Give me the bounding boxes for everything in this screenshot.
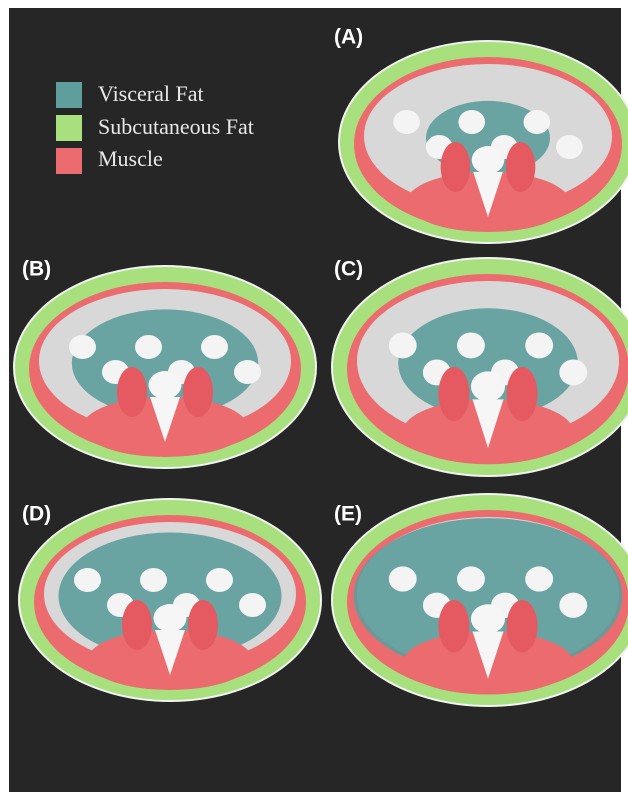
panel-label: (E) xyxy=(334,503,362,526)
vertebra xyxy=(470,371,506,402)
psoas xyxy=(506,367,538,421)
organ xyxy=(523,110,551,134)
vertebra xyxy=(471,146,505,174)
legend-label: Muscle xyxy=(98,146,163,171)
legend-swatch xyxy=(56,82,82,108)
psoas xyxy=(505,142,536,192)
spinous-process xyxy=(472,399,504,448)
legend-swatch xyxy=(56,148,82,174)
psoas xyxy=(183,367,213,417)
organ xyxy=(140,568,167,592)
psoas xyxy=(438,367,470,421)
panel-label: (C) xyxy=(334,258,363,281)
organ xyxy=(388,332,417,359)
organ xyxy=(74,568,101,592)
organ xyxy=(206,568,233,592)
vertebra xyxy=(153,604,187,632)
psoas xyxy=(440,142,471,192)
panel-label: (D) xyxy=(22,503,51,526)
legend-swatch xyxy=(56,115,82,141)
organ xyxy=(69,335,96,359)
spinous-process xyxy=(472,631,504,679)
organ xyxy=(458,110,486,134)
psoas xyxy=(438,600,470,653)
visceral-fat xyxy=(353,518,623,674)
organ xyxy=(525,566,554,592)
organ xyxy=(457,332,485,359)
organ xyxy=(556,135,583,159)
organ xyxy=(239,593,266,617)
spinous-process xyxy=(150,397,180,442)
vertebra xyxy=(470,604,506,634)
vertebra xyxy=(148,371,182,399)
psoas xyxy=(122,600,152,650)
organ xyxy=(559,592,588,618)
scans xyxy=(13,40,628,707)
psoas xyxy=(188,600,218,650)
organ xyxy=(201,335,228,359)
visceral-fat xyxy=(58,532,282,660)
legend-label: Subcutaneous Fat xyxy=(98,114,254,139)
psoas xyxy=(117,367,147,417)
panel-label: (A) xyxy=(334,26,363,49)
organ xyxy=(457,566,485,592)
organ xyxy=(135,335,162,359)
spinous-process xyxy=(155,630,185,675)
panel-label: (B) xyxy=(22,258,51,281)
organ xyxy=(393,110,420,134)
organ xyxy=(388,566,417,592)
organ xyxy=(234,360,261,384)
legend-label: Visceral Fat xyxy=(98,81,204,106)
psoas xyxy=(506,600,538,653)
organ xyxy=(525,332,554,359)
organ xyxy=(559,359,588,386)
spinous-process xyxy=(473,172,503,217)
